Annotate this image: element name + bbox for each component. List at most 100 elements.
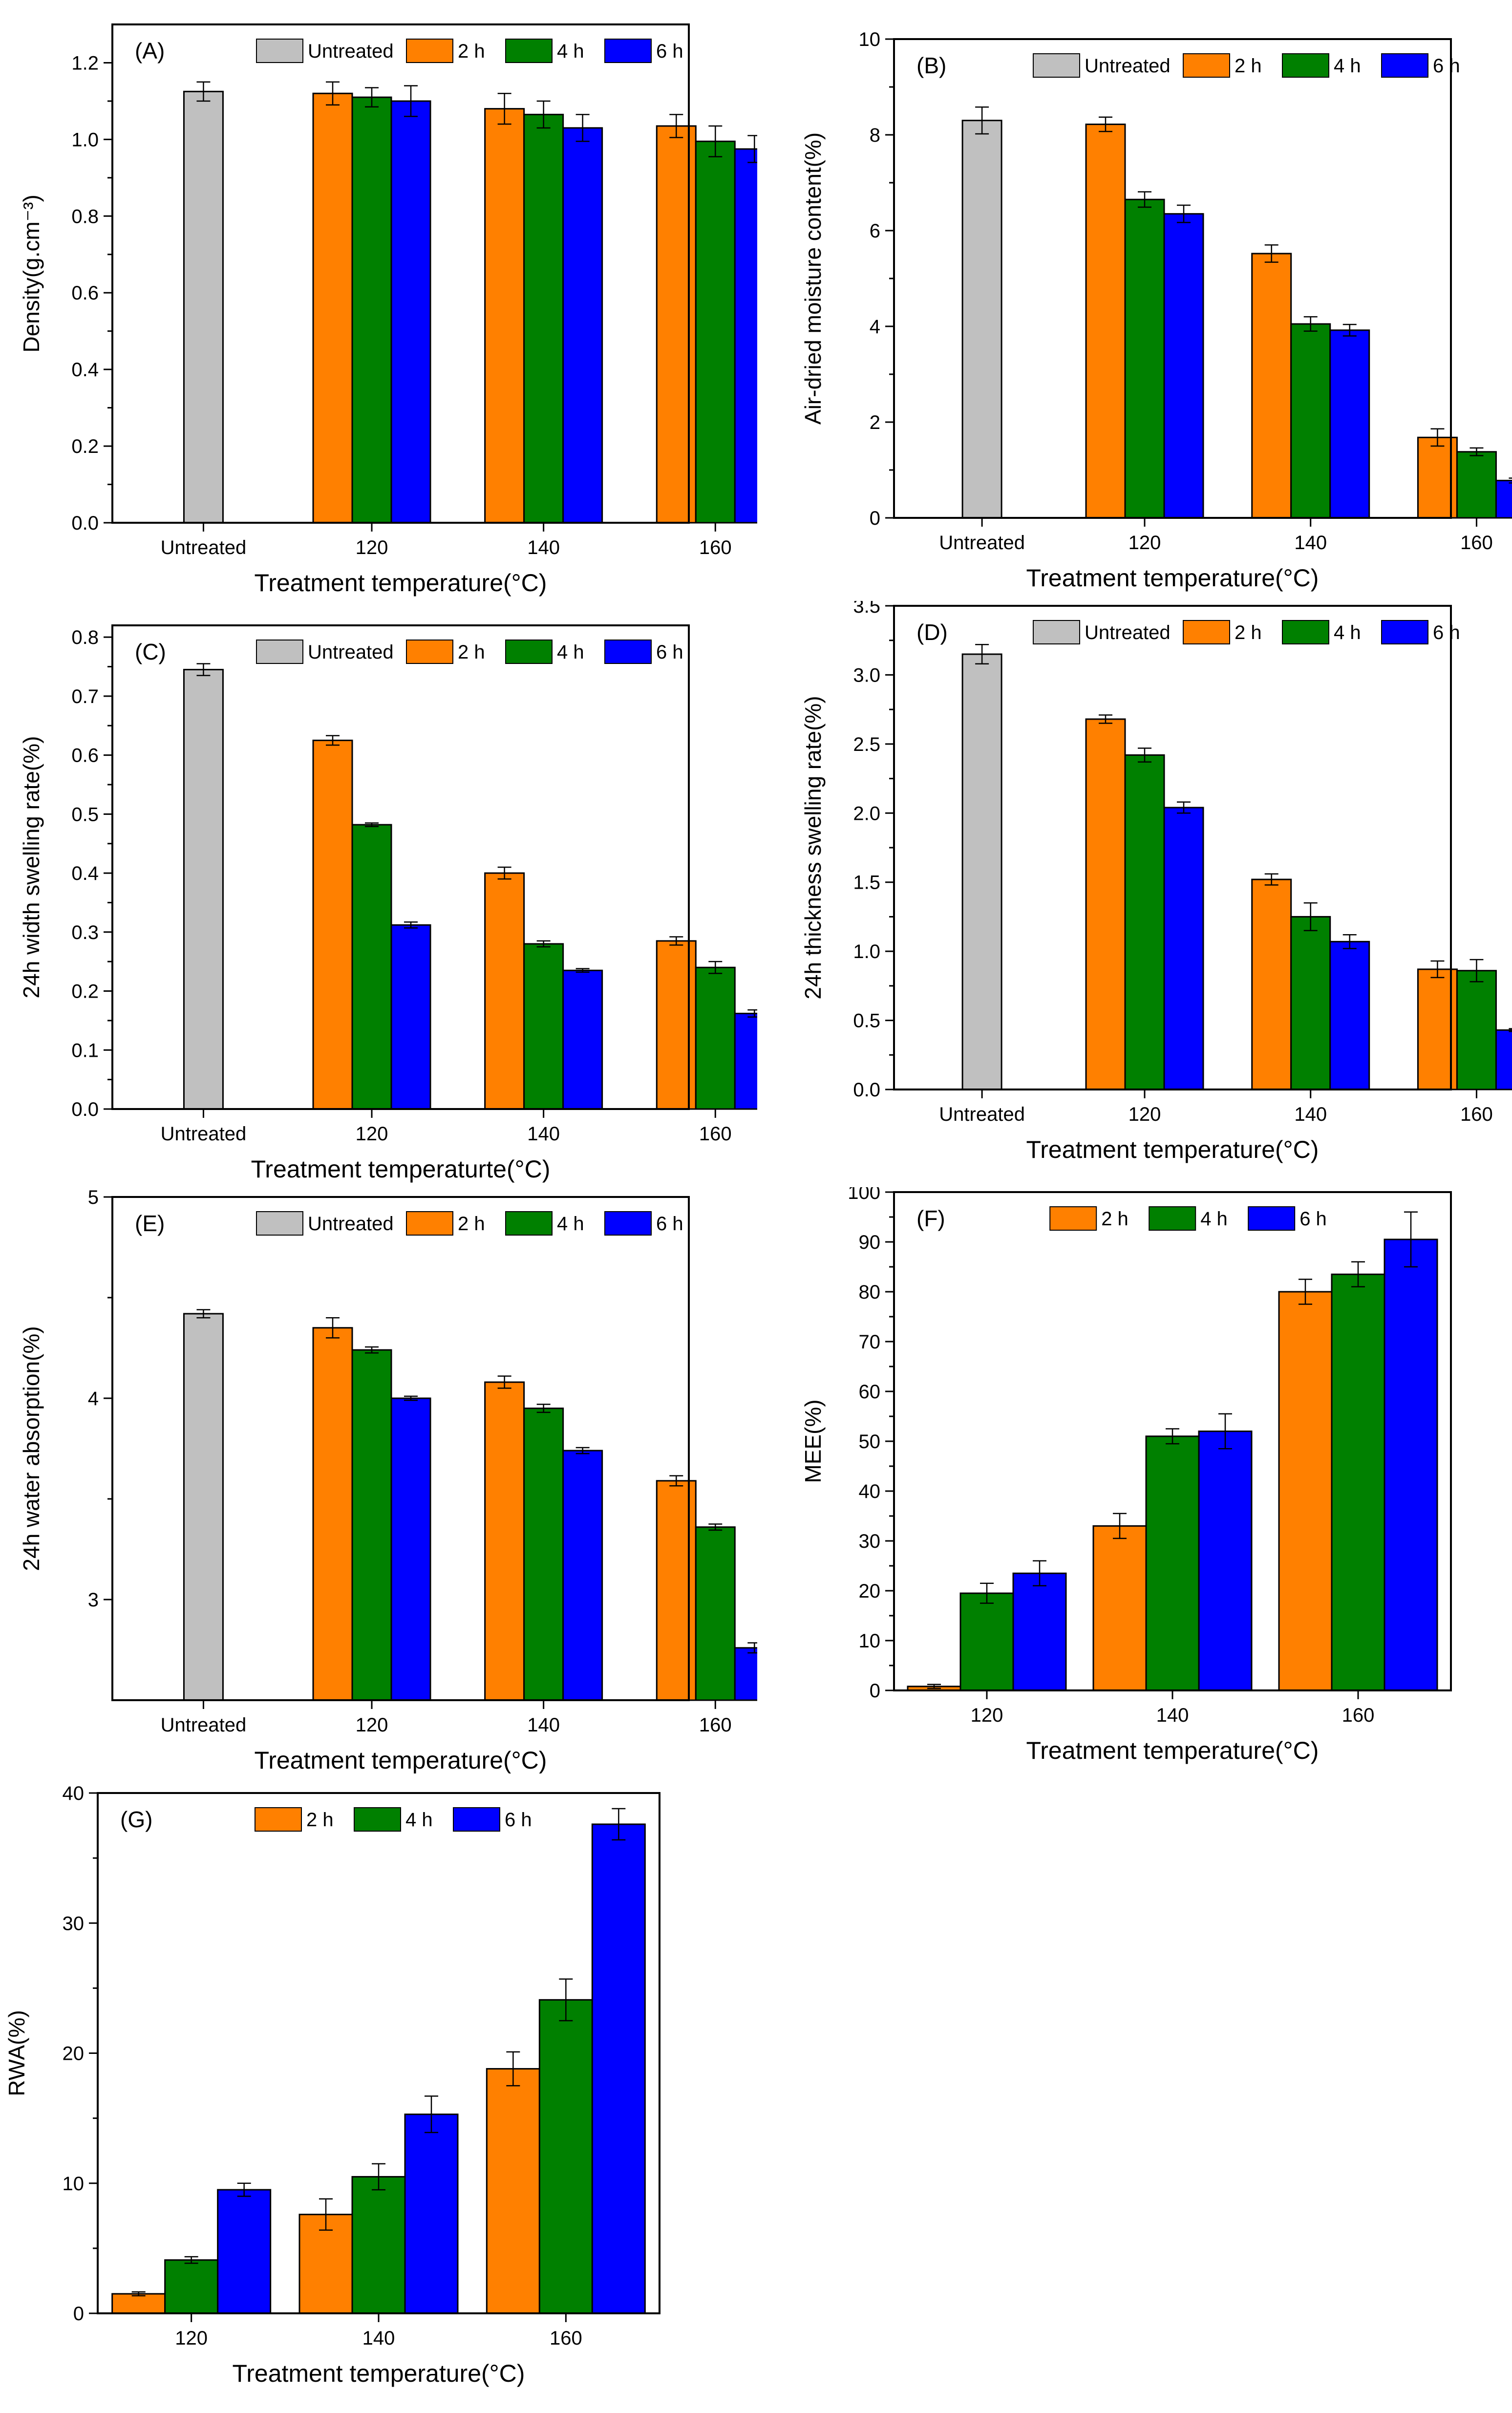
plot-frame [111,1196,690,1701]
legend-swatch [255,1807,302,1832]
x-tick-label: 120 [356,1714,388,1736]
legend-label: 2 h [458,641,485,663]
plot-frame [893,38,1452,519]
y-tick-label: 30 [859,1531,881,1552]
chart-svg-c: 0.0 0.1 0.2 0.3 0.4 0.5 0.6 0.7 0.8 Untreated 120 1… [19,624,775,1183]
bar-2h [656,1480,697,1701]
legend-swatch [453,1807,500,1832]
chart-svg-f: 0 10 20 30 40 50 60 70 80 90 100 120 140 160 (F) 2 h 4 h… [800,1182,1452,1764]
x-tick-label: 140 [1156,1705,1189,1726]
x-tick-label: 160 [699,1123,732,1145]
legend-label: 4 h [1334,55,1361,77]
y-tick-label: 0.1 [71,1040,99,1061]
legend-label: 6 h [656,41,683,62]
legend-label: Untreated [1085,622,1171,643]
x-tick-label: Untreated [939,532,1025,554]
bar-4h [351,2176,406,2314]
y-tick-label: 2.0 [853,803,880,824]
y-tick-label: 0.8 [71,627,99,648]
x-axis-title: Treatment temperature(°C) [255,1747,547,1773]
y-tick-label: 1.2 [71,52,99,74]
bar-6h [562,969,603,1110]
bar-6h [734,148,775,524]
bar-2h [111,2293,166,2314]
y-tick-label: 0.2 [71,981,99,1003]
x-tick-label: 120 [356,1123,388,1145]
panel-label: (B) [916,53,946,78]
legend-swatch [406,640,453,664]
legend-label: 2 h [306,1809,334,1831]
legend-label: Untreated [308,41,394,62]
bar-2h [656,125,697,524]
bar-6h [1495,1029,1512,1090]
chart-svg-e: 3 4 5 Untreated 120 140 160 (E) Untreated 2 h 4 h 6… [19,1187,775,1774]
bar-2h [484,1381,525,1701]
bar-2h [656,940,697,1110]
x-tick-label: Untreated [161,537,247,558]
legend-swatch [1282,53,1329,78]
chart-panel-f: 0 10 20 30 40 50 60 70 80 90 100 120 140 160 (F) 2 h 4 h… [757,1182,1512,1776]
bar-6h [217,2189,272,2314]
bar-6h [734,1647,775,1701]
legend-swatch [256,39,303,63]
plot-frame [893,1191,1452,1691]
bar-4h [1456,970,1497,1090]
legend-label: Untreated [308,641,394,663]
legend-swatch [1381,53,1428,78]
x-axis-title: Treatment temperature(°C) [1026,1136,1319,1163]
legend-swatch [604,39,652,63]
x-tick-label: 160 [699,1714,732,1736]
panel-label: (G) [120,1807,152,1832]
legend-label: 4 h [1334,622,1361,643]
legend-label: 6 h [1299,1208,1327,1230]
legend-swatch [505,1211,553,1236]
legend-swatch [1183,53,1230,78]
y-tick-label: 1.0 [853,941,880,962]
plot-frame [893,605,1452,1090]
y-tick-label: 0.6 [71,282,99,304]
x-tick-label: 120 [175,2328,208,2349]
y-tick-label: 4 [88,1388,99,1409]
y-tick-label: 40 [63,1783,85,1804]
chart-svg-g: 0 10 20 30 40 120 140 160 (G) 2 h 4 h 6 h Treatment … [4,1783,660,2387]
y-tick-label: 0.4 [71,863,99,884]
y-tick-label: 3 [88,1589,99,1611]
legend-label: 4 h [1200,1208,1228,1230]
bar-4h [1331,1273,1385,1691]
bar-2h [484,108,525,524]
legend-label: 6 h [1433,55,1460,77]
panel-label: (A) [135,38,165,64]
x-tick-label: 120 [1129,532,1161,554]
y-tick-label: 10 [859,1630,881,1652]
y-tick-label: 40 [859,1481,881,1502]
y-tick-label: 0.8 [71,206,99,227]
legend-swatch [256,640,303,664]
legend-label: 6 h [656,1213,683,1235]
bar-2h [312,1327,353,1701]
legend-label: 2 h [458,1213,485,1235]
x-tick-label: 160 [550,2328,582,2349]
y-tick-label: 0 [870,1680,880,1702]
bar-4h [1145,1435,1200,1691]
bar-4h [1124,754,1165,1090]
legend-label: 4 h [557,1213,584,1235]
bar-6h [1329,940,1370,1090]
x-axis-title: Treatment temperaturte(°C) [251,1155,551,1183]
bar-4h [1124,198,1165,519]
chart-svg-a: 0.0 0.2 0.4 0.6 0.8 1.0 1.2 Untreated 120 140 160 (… [19,23,775,597]
y-axis-title: Air-dried moisture content(%) [800,132,826,425]
legend-swatch [604,640,652,664]
legend-swatch [1033,620,1080,644]
bar-4h [959,1592,1014,1691]
x-tick-label: Untreated [161,1714,247,1736]
legend-label: 4 h [405,1809,433,1831]
y-tick-label: 0.4 [71,359,99,381]
bar-6h [1495,480,1512,519]
chart-panel-b: 0 2 4 6 8 10 Untreated 120 140 160 (B) Untreated 2 h… [757,0,1512,603]
bar-6h [562,127,603,524]
bar-2h [312,739,353,1110]
y-axis-title: 24h width swelling rate(%) [19,736,44,999]
bar-6h [1329,329,1370,519]
bar-untreated [183,90,224,524]
bar-2h [1085,718,1126,1090]
